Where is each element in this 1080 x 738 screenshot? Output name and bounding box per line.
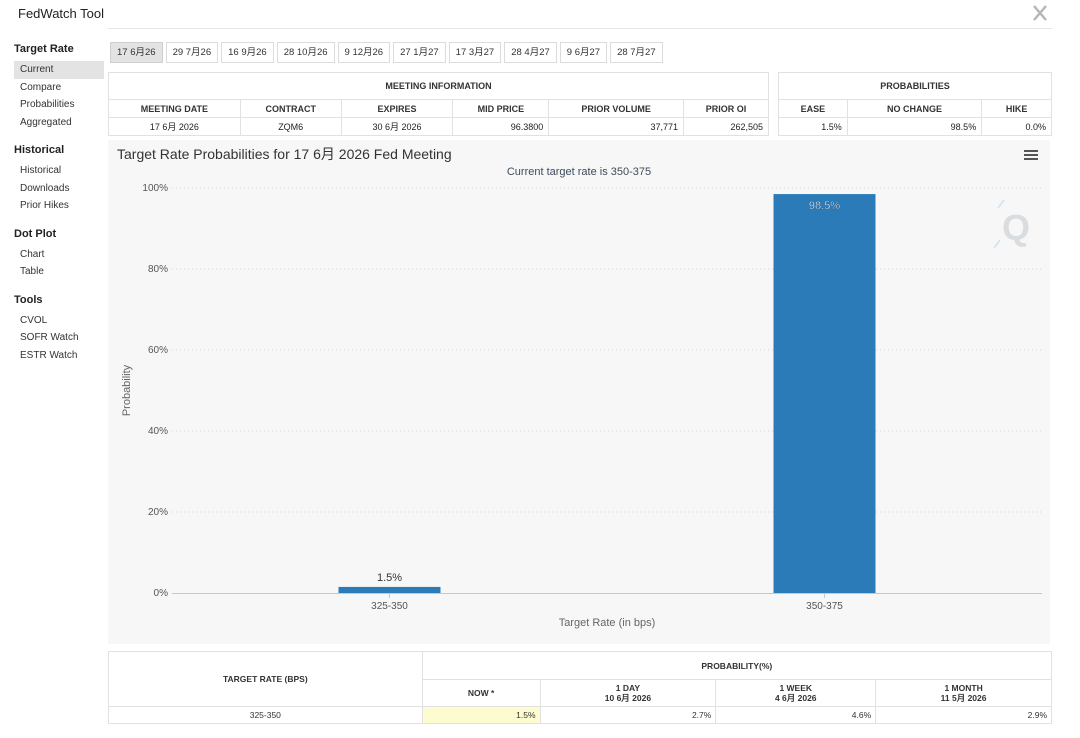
tab-meeting-date[interactable]: 27 1月27 [393,42,446,63]
column-header: EXPIRES [340,99,454,118]
title-bar: FedWatch Tool [0,0,1080,30]
chart-subtitle: Current target rate is 350-375 [506,166,652,178]
column-header: MEETING DATE [108,99,241,118]
chart-panel: Target Rate Probabilities for 17 6月 2026… [108,140,1050,644]
column-header: CONTRACT [239,99,342,118]
sidebar-heading-tools: Tools [14,293,43,306]
contract-cell: ZQM6 [239,117,342,136]
sidebar-item-chart[interactable]: Chart [20,248,45,260]
sidebar-item-table[interactable]: Table [20,266,44,277]
sidebar-item-compare[interactable]: Compare [20,81,62,93]
sidebar-item-cvol[interactable]: CVOL [20,314,48,326]
svg-text:Q: Q [1002,207,1030,248]
column-header: NO CHANGE [846,99,983,118]
close-icon[interactable] [1030,3,1050,23]
sidebar-item-probabilities[interactable]: Probabilities [20,99,75,110]
x-tick-label: 325-350 [371,601,408,612]
tab-meeting-date[interactable]: 29 7月26 [165,42,219,63]
probability-group-header: PROBABILITY(%) [421,651,1053,680]
prior-volume-cell: 37,771 [548,117,685,136]
menu-icon[interactable] [1024,150,1038,162]
y-tick-label: 20% [148,507,168,518]
bar-325-350 [338,586,441,593]
column-header: PRIOR OI [683,99,769,118]
period-header-now: NOW * [421,679,541,707]
period-header-1-week: 1 WEEK 4 6月 2026 [715,679,877,707]
column-header: HIKE [981,99,1052,118]
x-tick-label: 350-375 [806,601,843,612]
probabilities-table: PROBABILITIES EASE NO CHANGE HIKE 1.5% 9… [778,72,1052,136]
meeting-information-header: MEETING INFORMATION [108,72,769,100]
chart-title: Target Rate Probabilities for 17 6月 2026… [117,146,452,162]
meeting-date-tabs: 17 6月26 29 7月26 16 9月26 28 10月26 9 12月26… [110,42,666,63]
one-day-probability-cell: 2.7% [539,706,717,724]
period-header-1-month: 1 MONTH 11 5月 2026 [875,679,1052,707]
target-rate-cell: 325-350 [108,706,423,724]
ease-cell: 1.5% [778,117,848,136]
tab-meeting-date[interactable]: 9 12月26 [337,42,391,63]
mid-price-cell: 96.3800 [452,117,550,136]
sidebar-item-historical[interactable]: Historical [20,165,62,176]
data-label: 1.5% [377,572,402,584]
sidebar-item-current[interactable]: Current [14,61,104,79]
sidebar-item-downloads[interactable]: Downloads [20,182,70,194]
tab-meeting-date[interactable]: 28 10月26 [276,42,335,63]
data-label: 98.5% [809,200,840,212]
divider [108,28,1052,29]
x-axis-title: Target Rate (in bps) [559,617,656,629]
y-tick-label: 0% [154,588,169,599]
y-tick-label: 100% [142,183,168,194]
one-week-probability-cell: 4.6% [715,706,877,724]
tab-meeting-date[interactable]: 17 6月26 [110,42,163,63]
column-header: EASE [778,99,848,118]
meeting-information-table: MEETING INFORMATION MEETING DATE CONTRAC… [108,72,769,136]
sidebar-heading-dot-plot: Dot Plot [14,227,57,240]
hike-cell: 0.0% [981,117,1052,136]
column-header: MID PRICE [452,99,550,118]
tab-meeting-date[interactable]: 28 7月27 [610,42,663,63]
sidebar: Target Rate Current Compare Probabilitie… [14,42,104,364]
app-title: FedWatch Tool [18,6,104,21]
sidebar-item-prior-hikes[interactable]: Prior Hikes [20,200,69,211]
tab-meeting-date[interactable]: 28 4月27 [504,42,557,63]
meeting-date-cell: 17 6月 2026 [108,117,241,136]
probabilities-header: PROBABILITIES [778,72,1052,100]
expires-cell: 30 6月 2026 [340,117,454,136]
bar-chart: 0% 20% 40% 60% 80% 100% 1.5% 325-350 98.5% 350-37… [121,183,1042,629]
sidebar-heading-target-rate: Target Rate [14,43,74,55]
y-tick-label: 80% [148,264,168,275]
tab-meeting-date[interactable]: 17 3月27 [448,42,502,63]
tab-meeting-date[interactable]: 16 9月26 [221,42,274,63]
probability-history-table: TARGET RATE (BPS) PROBABILITY(%) NOW * 1… [108,651,1053,724]
y-tick-label: 60% [148,345,168,356]
one-month-probability-cell: 2.9% [875,706,1052,724]
y-tick-label: 40% [148,426,168,437]
target-rate-header: TARGET RATE (BPS) [108,651,423,707]
period-header-1-day: 1 DAY 10 6月 2026 [539,679,717,707]
table-row: 325-350 1.5% 2.7% 4.6% 2.9% [108,706,1052,724]
sidebar-item-aggregated[interactable]: Aggregated [20,116,72,128]
y-axis-title: Probability [121,364,133,416]
sidebar-item-sofr-watch[interactable]: SOFR Watch [20,332,79,343]
sidebar-item-estr-watch[interactable]: ESTR Watch [20,349,78,361]
prior-oi-cell: 262,505 [683,117,769,136]
sidebar-heading-historical: Historical [14,144,65,156]
now-probability-cell: 1.5% [421,706,541,724]
tab-meeting-date[interactable]: 9 6月27 [559,42,608,63]
q-logo-icon: Q [993,199,1030,249]
column-header: PRIOR VOLUME [548,99,685,118]
bar-350-375 [773,194,876,593]
no-change-cell: 98.5% [846,117,983,136]
